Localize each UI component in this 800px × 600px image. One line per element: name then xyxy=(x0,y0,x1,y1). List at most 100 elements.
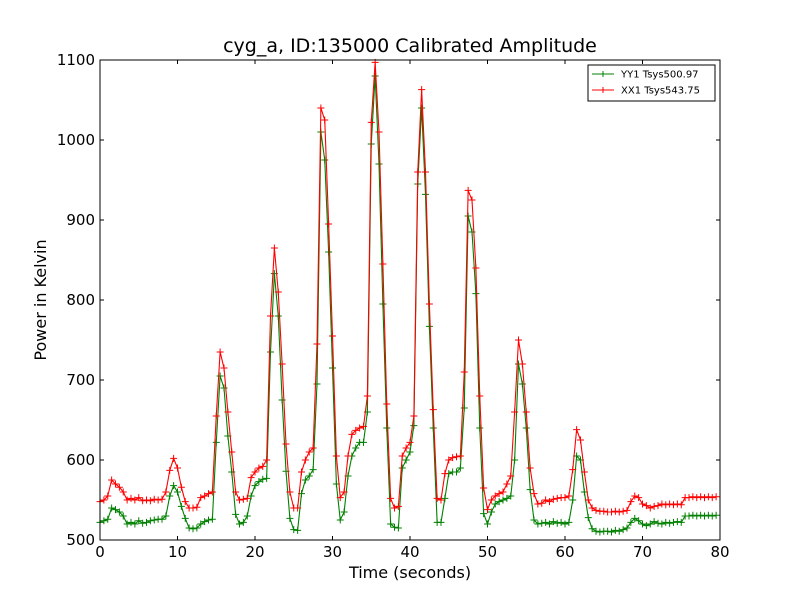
data-point-marker xyxy=(425,322,433,330)
data-point-marker xyxy=(286,514,294,522)
data-point-marker xyxy=(100,517,108,525)
data-point-marker xyxy=(220,364,228,372)
data-point-marker xyxy=(414,168,422,176)
data-point-marker xyxy=(360,438,367,446)
y-tick-label: 500 xyxy=(66,531,95,549)
data-point-marker xyxy=(162,488,170,496)
data-point-marker xyxy=(627,498,635,506)
data-point-marker xyxy=(561,494,569,502)
chart-title: cyg_a, ID:135000 Calibrated Amplitude xyxy=(223,35,597,57)
data-point-marker xyxy=(236,496,243,504)
data-point-marker xyxy=(670,518,677,526)
data-point-marker xyxy=(480,510,488,518)
x-tick-label: 70 xyxy=(633,543,652,561)
data-point-marker xyxy=(406,448,414,456)
data-point-marker xyxy=(317,104,325,112)
data-point-marker xyxy=(693,494,701,502)
data-point-marker xyxy=(220,384,228,392)
data-point-marker xyxy=(549,518,557,526)
data-point-marker xyxy=(197,494,205,502)
data-point-marker xyxy=(588,525,596,533)
data-point-marker xyxy=(549,495,557,503)
y-tick-label: 1000 xyxy=(57,131,95,149)
data-point-marker xyxy=(177,483,185,491)
x-tick-label: 20 xyxy=(245,543,264,561)
data-point-marker xyxy=(495,498,503,506)
data-point-marker xyxy=(507,492,515,500)
data-point-marker xyxy=(146,517,154,525)
data-point-marker xyxy=(216,372,224,380)
data-point-marker xyxy=(185,524,193,532)
data-point-marker xyxy=(592,527,600,535)
data-point-marker xyxy=(507,472,515,480)
data-point-marker xyxy=(468,196,476,204)
data-point-marker xyxy=(619,526,627,534)
data-point-marker xyxy=(398,452,406,460)
data-point-marker xyxy=(309,444,317,452)
data-point-marker xyxy=(108,476,116,484)
data-point-marker xyxy=(402,456,410,464)
data-point-marker xyxy=(639,520,646,528)
data-point-marker xyxy=(375,128,383,136)
data-point-marker xyxy=(546,520,553,528)
data-point-marker xyxy=(313,380,321,388)
data-point-marker xyxy=(394,502,402,510)
data-point-marker xyxy=(673,518,681,526)
data-point-marker xyxy=(526,464,534,472)
data-point-marker xyxy=(158,495,166,503)
data-point-marker xyxy=(642,522,650,530)
data-point-marker xyxy=(685,512,693,520)
data-point-marker xyxy=(406,438,414,446)
data-point-marker xyxy=(530,490,538,498)
data-point-marker xyxy=(460,404,468,412)
data-point-marker xyxy=(580,468,588,476)
data-point-marker xyxy=(491,492,499,500)
data-point-marker xyxy=(704,511,712,519)
data-point-marker xyxy=(518,380,526,388)
data-point-marker xyxy=(534,500,542,508)
data-point-marker xyxy=(232,510,240,518)
data-point-marker xyxy=(449,454,457,462)
data-point-marker xyxy=(201,518,209,526)
x-tick-label: 10 xyxy=(168,543,187,561)
data-point-marker xyxy=(437,496,445,504)
data-point-marker xyxy=(627,518,635,526)
data-point-marker xyxy=(166,492,174,500)
data-point-marker xyxy=(127,518,135,526)
data-point-marker xyxy=(623,506,631,514)
data-point-marker xyxy=(658,500,666,508)
data-point-marker xyxy=(569,496,577,504)
data-point-marker xyxy=(518,360,526,368)
data-point-marker xyxy=(208,515,216,523)
data-point-marker xyxy=(135,517,143,525)
data-point-marker xyxy=(278,360,286,368)
data-point-marker xyxy=(154,496,162,504)
data-point-marker xyxy=(495,490,503,498)
tick-layer: 0 10 20 30 40 50 60 70 80 500 600 700 800 900 1000 1100 xyxy=(57,51,730,561)
data-point-marker xyxy=(530,516,538,524)
data-point-marker xyxy=(243,494,251,502)
data-point-marker xyxy=(631,514,639,522)
data-point-marker xyxy=(189,525,197,533)
series-xx1 xyxy=(96,58,720,516)
legend-label-xx1: XX1 Tsys543.75 xyxy=(621,86,700,97)
data-point-marker xyxy=(352,426,360,434)
data-point-marker xyxy=(538,519,546,527)
data-point-marker xyxy=(708,494,716,502)
data-point-marker xyxy=(205,490,212,498)
data-point-marker xyxy=(371,72,379,80)
data-point-marker xyxy=(301,456,309,464)
data-point-marker xyxy=(305,472,313,480)
data-point-marker xyxy=(387,520,395,528)
data-point-marker xyxy=(123,520,131,528)
data-point-marker xyxy=(112,506,119,514)
data-point-marker xyxy=(387,494,395,502)
data-point-marker xyxy=(685,494,693,502)
data-point-marker xyxy=(511,408,519,416)
plot-area xyxy=(100,60,720,540)
data-point-marker xyxy=(135,494,143,502)
data-point-marker xyxy=(294,504,302,512)
data-point-marker xyxy=(228,448,236,456)
data-point-marker xyxy=(553,519,561,527)
data-point-marker xyxy=(112,480,119,488)
